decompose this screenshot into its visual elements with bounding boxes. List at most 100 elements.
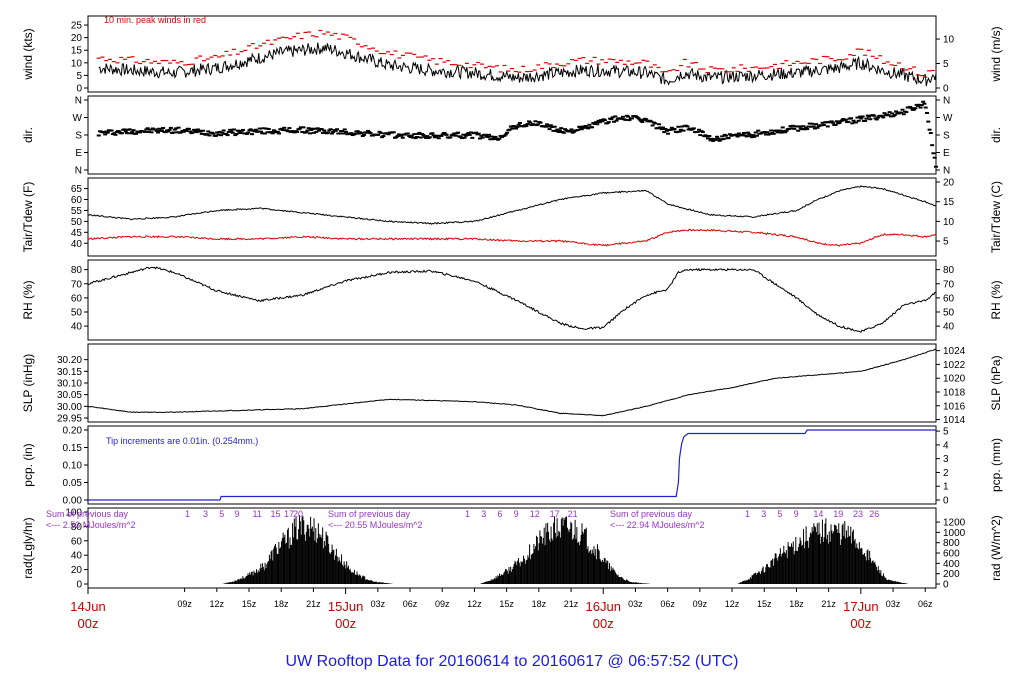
rh-ytick-label-right: 70: [943, 279, 955, 290]
time-tick-label: 09z: [435, 599, 450, 609]
time-tick-label: 03z: [371, 599, 386, 609]
temperature-frame: [87, 177, 937, 257]
dir-ytick-label: E: [75, 148, 82, 159]
temperature-ytick-label-right: 5: [943, 237, 949, 248]
pcp-ylabel-right: pcp. (mm): [989, 438, 1003, 492]
slp-ytick-label-right: 1014: [943, 415, 966, 426]
rad-sum-label: Sum of previous day: [46, 509, 129, 519]
rad-hour-mark: 17: [550, 509, 560, 519]
time-tick-label: 06z: [918, 599, 933, 609]
dir-ytick-label: S: [75, 131, 82, 142]
wind-ytick-label: 10: [71, 58, 83, 69]
wind-ytick-label-right: 5: [943, 59, 949, 70]
rh-ylabel: RH (%): [21, 280, 35, 319]
rad-hour-mark: 23: [853, 509, 863, 519]
day-label: 16Jun: [586, 599, 621, 614]
slp-ytick-label: 30.00: [57, 402, 82, 413]
rad-ytick-label-right: 800: [943, 538, 960, 549]
rh-ytick-label: 40: [71, 322, 83, 333]
rad-hour-mark: 6: [497, 509, 502, 519]
slp-ytick-label: 30.05: [57, 390, 82, 401]
panel-slp: SLP (inHg) SLP (hPa)29.9530.0030.0530.103…: [21, 343, 1003, 426]
wind-annotation: 10 min. peak winds in red: [104, 15, 206, 25]
rad-sum-value: <--- 22.94 MJoules/m^2: [610, 520, 705, 530]
rh-line: [87, 266, 937, 333]
rad-ytick-label: 60: [71, 536, 83, 547]
temperature-ylabel-right: Tair/Tdew (C): [989, 181, 1003, 253]
rh-ytick-label: 80: [71, 265, 83, 276]
rad-hour-mark: 17: [284, 509, 294, 519]
rad-hour-mark: 12: [530, 509, 540, 519]
slp-ylabel-right: SLP (hPa): [989, 355, 1003, 410]
rad-ylabel-right: rad (W/m^2): [989, 515, 1003, 581]
rad-hour-mark: 5: [777, 509, 782, 519]
rad-hour-mark: 5: [219, 509, 224, 519]
rad-hour-mark: 26: [869, 509, 879, 519]
dir-points: [96, 100, 938, 168]
pcp-ytick-label-right: 3: [943, 454, 949, 465]
rad-ytick-label-right: 1000: [943, 528, 966, 539]
panel-rad: rad(Lgly/hr) rad (W/m^2)02040608010002004…: [21, 507, 1003, 591]
time-tick-label: 15z: [242, 599, 257, 609]
time-tick-label: 18z: [274, 599, 289, 609]
rad-hour-mark: 9: [514, 509, 519, 519]
time-tick-label: 12z: [467, 599, 482, 609]
rad-hour-mark: 9: [235, 509, 240, 519]
pcp-annotation: Tip increments are 0.01in. (0.254mm.): [106, 436, 258, 446]
dir-ylabel: dir.: [21, 127, 35, 143]
day-z-label: 00z: [850, 616, 871, 631]
rad-hour-mark: 1: [745, 509, 750, 519]
dir-ytick-label: N: [75, 166, 82, 177]
pcp-ytick-label-right: 1: [943, 482, 949, 493]
dir-ytick-label-right: N: [943, 96, 950, 107]
pcp-ytick-label: 0.05: [63, 478, 83, 489]
slp-line: [87, 348, 937, 417]
wind-peak-marks: [96, 29, 935, 78]
wind-ytick-label: 20: [71, 33, 83, 44]
figure-title: UW Rooftop Data for 20160614 to 20160617…: [286, 653, 739, 670]
time-tick-label: 12z: [210, 599, 225, 609]
rad-ylabel: rad(Lgly/hr): [21, 517, 35, 578]
wind-ytick-label-right: 0: [943, 84, 949, 95]
time-tick-label: 06z: [403, 599, 418, 609]
rh-ytick-label: 70: [71, 279, 83, 290]
time-tick-label: 03z: [628, 599, 643, 609]
rad-hour-mark: 1: [185, 509, 190, 519]
time-tick-label: 09z: [177, 599, 192, 609]
time-tick-label: 15z: [499, 599, 514, 609]
rad-ytick-label-right: 0: [943, 580, 949, 591]
temperature-ytick-label: 55: [71, 206, 83, 217]
time-tick-label: 21z: [564, 599, 579, 609]
slp-ytick-label-right: 1018: [943, 387, 966, 398]
wind-ytick-label: 15: [71, 46, 83, 57]
temperature-ytick-label-right: 20: [943, 178, 955, 189]
wind-speed-line: [98, 42, 937, 87]
wind-ytick-label: 25: [71, 21, 83, 32]
rad-hour-mark: 3: [761, 509, 766, 519]
pcp-ytick-label-right: 0: [943, 496, 949, 507]
rh-ytick-label-right: 40: [943, 322, 955, 333]
rad-frame: [87, 507, 937, 589]
time-tick-label: 18z: [789, 599, 804, 609]
rad-ytick-label-right: 200: [943, 569, 960, 580]
rad-sum-label: Sum of previous day: [610, 509, 693, 519]
dir-ytick-label-right: N: [943, 166, 950, 177]
rad-ytick-label: 80: [71, 522, 83, 533]
time-tick-label: 18z: [532, 599, 547, 609]
temperature-ytick-label: 65: [71, 184, 83, 195]
temperature-ytick-label: 40: [71, 239, 83, 250]
dewpoint-line: [87, 228, 937, 247]
rh-ytick-label-right: 60: [943, 293, 955, 304]
rad-ytick-label-right: 400: [943, 559, 960, 570]
rad-hour-mark: 9: [794, 509, 799, 519]
rad-hour-mark: 20: [293, 509, 303, 519]
time-tick-label: 06z: [660, 599, 675, 609]
rad-sum-value: <--- 20.55 MJoules/m^2: [328, 520, 423, 530]
slp-ytick-label: 30.20: [57, 355, 82, 366]
pcp-ytick-label: 0.00: [63, 496, 83, 507]
slp-ytick-label: 29.95: [57, 414, 82, 425]
